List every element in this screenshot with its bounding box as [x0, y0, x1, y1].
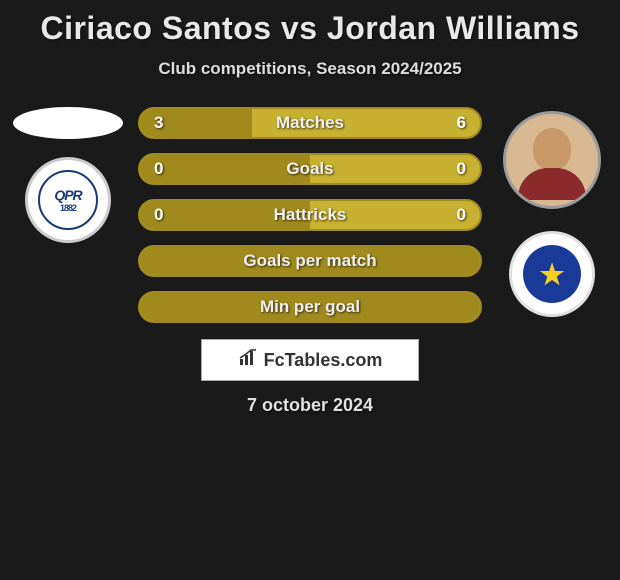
comparison-subtitle: Club competitions, Season 2024/2025: [8, 59, 612, 79]
stat-label: Goals: [140, 159, 480, 179]
stat-bar: 00Hattricks: [138, 199, 482, 231]
date-text: 7 october 2024: [247, 395, 373, 416]
comparison-title: Ciriaco Santos vs Jordan Williams: [8, 10, 612, 47]
stat-bar: Goals per match: [138, 245, 482, 277]
qpr-badge-icon: QPR 1882: [38, 170, 98, 230]
content-row: QPR 1882 36Matches 00Goals 00Hattricks Goal…: [8, 107, 612, 323]
left-player-avatar: [13, 107, 123, 139]
stat-label: Hattricks: [140, 205, 480, 225]
infographic-container: Ciriaco Santos vs Jordan Williams Club c…: [0, 0, 620, 416]
stat-label: Goals per match: [140, 251, 480, 271]
stat-bar: Min per goal: [138, 291, 482, 323]
player-silhouette-icon: [517, 120, 587, 200]
right-club-badge: ★: [509, 231, 595, 317]
stat-bar: 36Matches: [138, 107, 482, 139]
pompey-badge-icon: ★: [523, 245, 581, 303]
watermark-text: FcTables.com: [264, 350, 383, 371]
right-player-avatar: [503, 111, 601, 209]
right-player-column: ★: [492, 107, 612, 317]
left-player-column: QPR 1882: [8, 107, 128, 243]
footer: FcTables.com 7 october 2024: [8, 339, 612, 416]
watermark-box: FcTables.com: [201, 339, 419, 381]
stats-column: 36Matches 00Goals 00Hattricks Goals per mat…: [138, 107, 482, 323]
stat-bar: 00Goals: [138, 153, 482, 185]
left-club-badge: QPR 1882: [25, 157, 111, 243]
stat-label: Min per goal: [140, 297, 480, 317]
stat-label: Matches: [140, 113, 480, 133]
chart-icon: [238, 349, 258, 372]
